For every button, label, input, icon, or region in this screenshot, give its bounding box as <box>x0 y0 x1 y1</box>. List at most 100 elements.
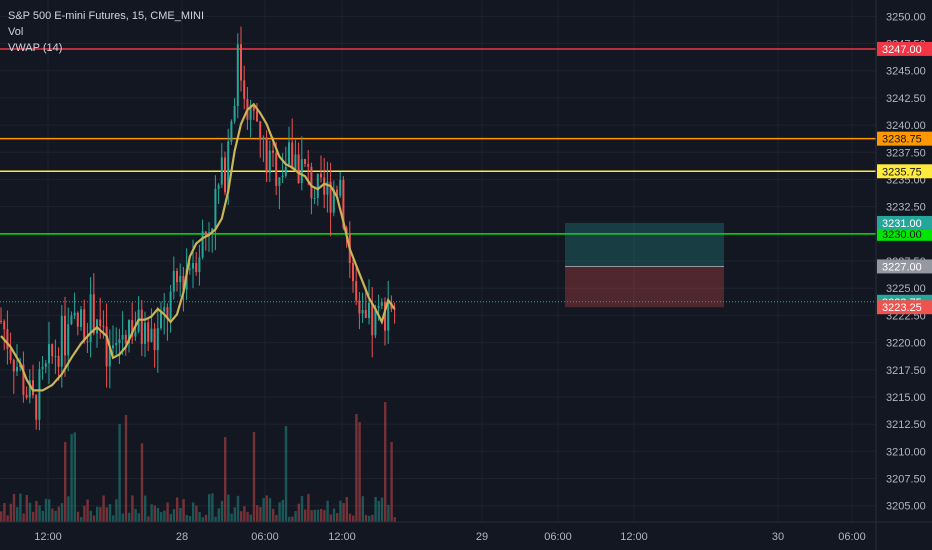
candle-body <box>163 307 166 312</box>
candle-body <box>268 150 271 173</box>
candle-body <box>387 302 390 331</box>
candle-body <box>361 309 364 314</box>
position-stop-zone[interactable] <box>565 266 724 308</box>
volume-bar <box>80 517 83 522</box>
volume-bar <box>3 503 6 522</box>
price-axis-tick-label: 3250.00 <box>886 11 926 23</box>
volume-bar <box>195 505 198 522</box>
volume-bar <box>76 511 80 522</box>
candle-body <box>54 355 57 357</box>
volume-bar <box>41 510 44 522</box>
candle-body <box>201 231 204 258</box>
candle-body <box>172 271 175 292</box>
candle-body <box>316 173 319 199</box>
candle-body <box>352 262 354 282</box>
candle-body <box>304 159 306 164</box>
candle-body <box>182 275 185 290</box>
candle-body <box>275 152 278 186</box>
volume-indicator-label[interactable]: Vol <box>8 26 24 38</box>
volume-bar <box>204 514 208 522</box>
candle-body <box>211 228 214 233</box>
candle-body <box>80 309 82 327</box>
volume-bar <box>57 506 60 522</box>
volume-bar <box>358 422 361 522</box>
volume-bar <box>278 502 281 522</box>
candle-body <box>256 110 258 122</box>
candle-body <box>0 320 2 322</box>
volume-bar <box>355 414 358 522</box>
volume-bar <box>89 510 92 522</box>
volume-bar <box>192 502 195 522</box>
candle-body <box>166 307 169 319</box>
volume-bar <box>246 511 249 522</box>
volume-bar <box>361 496 364 522</box>
volume-bar <box>387 504 390 522</box>
price-tag-label: 3235.75 <box>882 166 922 178</box>
candle-body <box>374 307 377 336</box>
volume-bar <box>112 515 115 522</box>
volume-bar <box>163 510 166 522</box>
volume-bar <box>345 497 348 522</box>
volume-bar <box>6 515 9 522</box>
price-axis-tick-label: 3210.00 <box>886 446 926 458</box>
volume-bar <box>188 515 192 522</box>
vwap-indicator-label[interactable]: VWAP (14) <box>8 42 63 54</box>
price-axis-tick-label: 3242.50 <box>886 93 926 105</box>
volume-bar <box>329 514 332 522</box>
volume-bar <box>121 513 124 522</box>
volume-bar <box>217 508 220 522</box>
volume-bar <box>172 509 176 522</box>
volume-bar <box>0 511 3 522</box>
candle-body <box>339 180 342 196</box>
price-tag[interactable] <box>877 131 932 146</box>
candle-body <box>147 322 150 342</box>
candle-body <box>12 359 15 372</box>
volume-bar <box>99 507 102 522</box>
candle-body <box>294 154 297 170</box>
volume-bar <box>326 500 329 522</box>
candle-body <box>16 367 18 372</box>
price-axis-tick-label: 3205.00 <box>886 501 926 513</box>
price-tag[interactable] <box>877 215 932 230</box>
volume-bar <box>115 499 118 522</box>
price-axis-tick-label: 3207.50 <box>886 474 926 486</box>
candle-body <box>121 334 124 340</box>
candle-body <box>198 257 201 273</box>
volume-bar <box>316 509 320 522</box>
candle-body <box>323 177 326 195</box>
volume-bar <box>380 497 384 522</box>
volume-bar <box>156 508 160 522</box>
position-target-zone[interactable] <box>565 222 724 267</box>
price-tag[interactable] <box>877 164 932 179</box>
candle-body <box>224 157 226 193</box>
candle-body <box>150 328 153 342</box>
volume-bar <box>390 442 393 522</box>
price-tag[interactable] <box>877 259 932 274</box>
candle-body <box>169 291 172 319</box>
candle-body <box>262 137 265 139</box>
volume-bar <box>310 510 313 522</box>
price-axis-tick-label: 3225.00 <box>886 283 926 295</box>
price-axis-tick-label: 3220.00 <box>886 338 926 350</box>
volume-bar <box>44 498 48 522</box>
candle-body <box>48 344 50 364</box>
volume-bar <box>268 498 272 522</box>
volume-bar <box>185 515 188 522</box>
candle-body <box>6 329 9 349</box>
volume-bar <box>208 494 211 522</box>
candle-body <box>284 166 287 176</box>
price-tag-label: 3231.00 <box>882 218 922 230</box>
candle-body <box>220 157 223 185</box>
candle-body <box>140 309 143 344</box>
candle-body <box>153 328 156 351</box>
candle-body <box>278 177 281 186</box>
price-tag-label: 3227.00 <box>882 261 922 273</box>
price-tag[interactable] <box>877 300 932 315</box>
candle-body <box>144 322 146 344</box>
symbol-title[interactable]: S&P 500 E-mini Futures, 15, CME_MINI <box>8 10 205 22</box>
price-tag[interactable] <box>877 226 932 241</box>
price-tag[interactable] <box>877 41 932 56</box>
volume-bar <box>384 402 387 522</box>
volume-bar <box>134 508 137 522</box>
